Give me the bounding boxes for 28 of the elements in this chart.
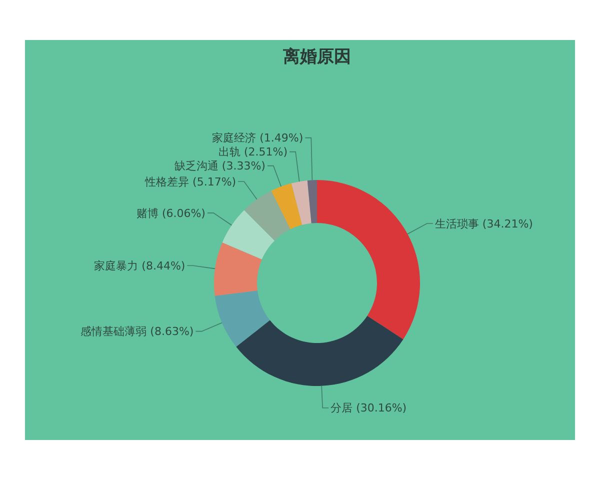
slice-label: 生活琐事 [434,217,479,230]
donut-slice [244,190,290,241]
slice-label: 家庭经济 [212,132,256,145]
data-label: (8.44%) [142,259,186,272]
slice-label: 缺乏沟通 [174,160,218,173]
data-label: (3.33%) [222,160,266,173]
donut-slice [214,242,262,296]
donut-slice [307,180,317,224]
data-label: (6.06%) [162,206,206,220]
donut-slice [317,180,420,340]
donut-slice [291,180,312,225]
donut-slice [271,183,302,230]
slice-label: 出轨 [218,146,241,159]
data-label: (1.49%) [260,132,304,145]
slice-label: 家庭暴力 [94,259,138,272]
data-label: (34.21%) [482,217,533,230]
slice-label: 赌博 [136,206,158,220]
data-label: (5.17%) [192,175,236,188]
donut-slice [236,316,404,386]
slice-label: 感情基础薄弱 [80,325,147,338]
data-label: (8.63%) [150,325,194,338]
chart-title: 离婚原因 [282,47,351,67]
data-label: (2.51%) [244,146,288,159]
data-label: (30.16%) [356,402,407,415]
donut-slice [214,290,270,347]
slice-label: 性格差异 [145,175,190,188]
donut-slice [222,210,275,260]
slice-label: 分居 [330,402,353,415]
